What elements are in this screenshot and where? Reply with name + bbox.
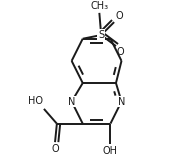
- Text: S: S: [98, 30, 104, 40]
- Text: O: O: [115, 11, 123, 21]
- Text: N: N: [118, 97, 125, 107]
- Text: O: O: [117, 47, 125, 57]
- Text: N: N: [68, 97, 75, 107]
- Text: O: O: [51, 144, 59, 154]
- Text: CH₃: CH₃: [90, 1, 108, 11]
- Text: HO: HO: [28, 96, 43, 106]
- Text: OH: OH: [103, 146, 118, 156]
